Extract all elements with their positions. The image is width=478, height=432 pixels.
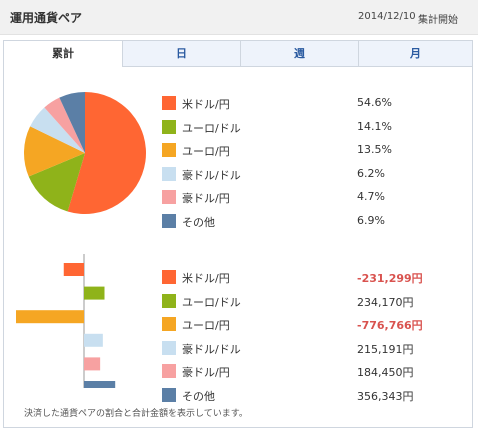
amount-legend-value: 356,343円 (357, 390, 414, 403)
start-caption: 集計開始 (418, 15, 458, 26)
amount-legend-row: 豪ドル/円 184,450円 (0, 364, 478, 380)
pie-slice (67, 92, 147, 215)
tab-weekly[interactable]: 週 (240, 41, 358, 67)
amount-legend-row: 豪ドル/ドル 215,191円 (0, 340, 478, 357)
bar (16, 310, 84, 324)
bar (63, 263, 84, 276)
tab-daily[interactable]: 日 (122, 41, 240, 67)
page-title: 運用通貨ペア (10, 11, 83, 25)
amount-legend-swatch (162, 270, 176, 284)
amount-legend-value: -231,299円 (357, 272, 423, 285)
amount-legend-swatch (162, 388, 176, 402)
amount-legend-row: ユーロ/ドル 234,170円 (0, 293, 478, 310)
pie-slice (59, 92, 85, 153)
pie-slice (44, 97, 85, 153)
share-legend-value: 13.5% (357, 143, 392, 157)
bar (84, 286, 105, 300)
amount-legend-value: 234,170円 (357, 295, 414, 309)
share-legend-row: ユーロ/ドル 14.1% (0, 119, 478, 136)
share-legend-swatch (162, 166, 176, 181)
share-legend-row: 豪ドル/円 4.7% (0, 190, 478, 206)
footnote: 決済した通貨ペアの割合と合計金額を表示しています。 (24, 409, 248, 419)
share-legend-row: 豪ドル/ドル 6.2% (0, 166, 478, 183)
amount-legend-swatch (162, 317, 176, 332)
pie-slice (24, 126, 86, 177)
share-legend-swatch (162, 143, 176, 158)
share-legend-label: 豪ドル/円 (182, 192, 230, 206)
bar (84, 333, 103, 347)
share-legend-swatch (162, 119, 176, 134)
share-legend-row: 米ドル/円 54.6% (0, 96, 478, 112)
amount-legend-swatch (162, 293, 176, 308)
amount-legend-label: ユーロ/ドル (182, 295, 241, 309)
amount-legend-label: 豪ドル/円 (182, 366, 230, 380)
period-tabs: 累計 日 週 月 (4, 41, 472, 67)
bar (84, 357, 101, 371)
share-legend-value: 6.9% (357, 214, 385, 227)
share-legend-label: ユーロ/円 (182, 145, 230, 159)
amount-legend-row: ユーロ/円 -776,766円 (0, 317, 478, 333)
amount-legend-value: 184,450円 (357, 366, 414, 380)
amount-legend-row: 米ドル/円 -231,299円 (0, 270, 478, 286)
amount-legend-label: 米ドル/円 (182, 272, 230, 285)
bar (84, 381, 116, 388)
share-legend-value: 4.7% (357, 190, 385, 204)
share-legend-label: 米ドル/円 (182, 98, 230, 111)
share-legend-label: 豪ドル/ドル (182, 168, 241, 182)
share-legend-swatch (162, 190, 176, 205)
amount-legend-label: その他 (182, 390, 215, 403)
share-legend-row: ユーロ/円 13.5% (0, 143, 478, 159)
share-pie-chart (24, 92, 147, 215)
share-legend-value: 54.6% (357, 96, 392, 109)
page-header: 運用通貨ペア 2014/12/10 集計開始 (0, 0, 478, 35)
amount-legend-swatch (162, 364, 176, 379)
share-legend-row: その他 6.9% (0, 214, 478, 230)
amount-legend-value: 215,191円 (357, 342, 414, 356)
currency-pair-panel: 累計 日 週 月 (3, 40, 473, 428)
amount-legend-row: その他 356,343円 (0, 388, 478, 404)
share-legend-value: 14.1% (357, 119, 392, 133)
amount-legend-label: 豪ドル/ドル (182, 342, 241, 356)
share-legend-swatch (162, 214, 176, 228)
amount-bar-chart (16, 254, 116, 388)
share-legend-label: ユーロ/ドル (182, 121, 241, 135)
amount-legend-swatch (162, 340, 176, 355)
pie-slice (30, 107, 85, 153)
share-legend-value: 6.2% (357, 166, 385, 180)
share-legend-swatch (162, 96, 176, 110)
pie-slice (28, 153, 85, 212)
amount-legend-label: ユーロ/円 (182, 319, 230, 333)
tab-monthly[interactable]: 月 (358, 41, 472, 67)
share-legend-label: その他 (182, 216, 215, 229)
amount-legend-value: -776,766円 (357, 319, 423, 333)
tab-cumulative[interactable]: 累計 (4, 41, 122, 67)
start-date: 2014/12/10 (358, 11, 416, 22)
